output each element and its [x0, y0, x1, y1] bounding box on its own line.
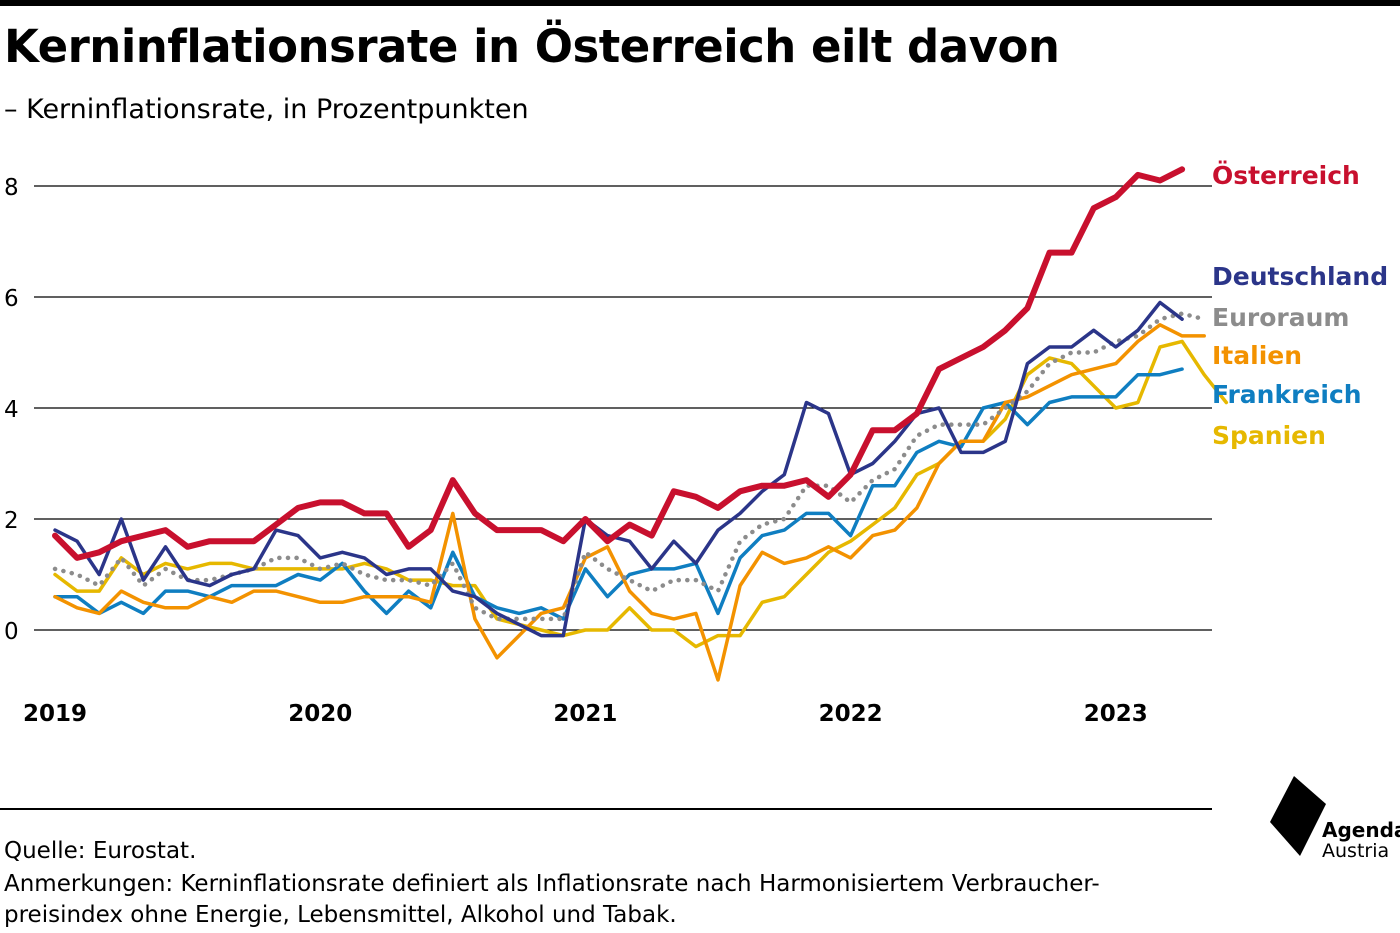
series-labels: Spanien Frankreich Italien Euroraum Deutschl… — [1212, 160, 1388, 450]
series-label-oesterreich: Österreich — [1212, 160, 1360, 190]
series-line-italien — [53, 323, 1206, 682]
logo-text-austria: Austria — [1322, 840, 1390, 862]
y-tick-label: 2 — [4, 508, 19, 534]
methodology-note-line2: preisindex ohne Energie, Lebensmittel, A… — [4, 902, 677, 928]
source-note: Quelle: Eurostat. — [4, 838, 197, 864]
x-tick-label: 2022 — [819, 701, 883, 727]
logo-text-agenda: Agenda — [1322, 818, 1400, 842]
series-line-oesterreich — [52, 166, 1186, 561]
y-tick-label: 4 — [4, 397, 19, 423]
series-label-spanien: Spanien — [1212, 421, 1326, 450]
series-line-deutschland — [53, 300, 1184, 638]
series-label-frankreich: Frankreich — [1212, 380, 1362, 409]
chart-title: Kerninflationsrate in Österreich eilt da… — [4, 20, 1060, 73]
series-label-italien: Italien — [1212, 341, 1302, 370]
x-tick-label: 2021 — [553, 701, 617, 727]
x-tick-label: 2019 — [23, 701, 87, 727]
y-tick-label: 0 — [4, 619, 19, 645]
x-tick-label: 2023 — [1084, 701, 1148, 727]
y-tick-label: 6 — [4, 286, 19, 312]
series-label-euroraum: Euroraum — [1212, 303, 1349, 332]
grid — [34, 185, 1212, 631]
series-line-frankreich — [53, 367, 1184, 621]
top-rule — [0, 0, 1400, 6]
chart-subtitle: – Kerninflationsrate, in Prozentpunkten — [4, 94, 529, 125]
series-line-spanien — [53, 339, 1229, 649]
series-label-deutschland: Deutschland — [1212, 262, 1388, 291]
series-lines — [52, 166, 1229, 682]
x-tick-label: 2020 — [288, 701, 352, 727]
x-axis-ticks: 2019 2020 2021 2022 2023 — [23, 701, 1148, 727]
y-axis-ticks: 0 2 4 6 8 — [4, 175, 19, 645]
agenda-austria-logo-icon — [1270, 776, 1326, 856]
y-tick-label: 8 — [4, 175, 19, 201]
line-chart: 0 2 4 6 8 2019 2020 2021 2022 2023 Spanien Frankr… — [0, 160, 1388, 810]
methodology-note-line1: Anmerkungen: Kerninflationsrate definier… — [4, 871, 1100, 897]
